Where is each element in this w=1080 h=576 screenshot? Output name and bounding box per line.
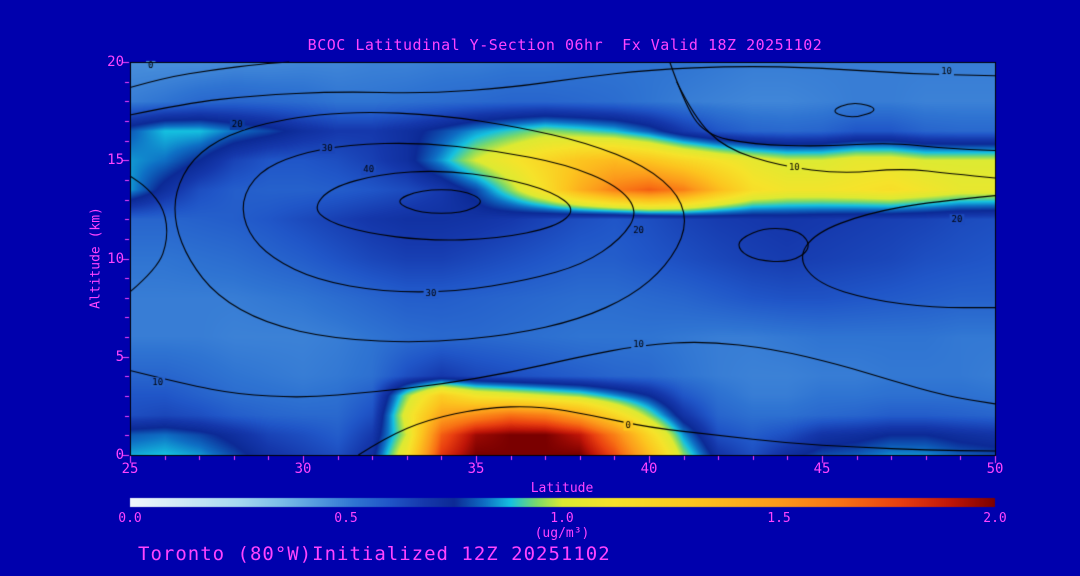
- plot-title: BCOC Latitudinal Y-Section 06hr Fx Valid…: [307, 36, 823, 54]
- x-tick-30: 30: [294, 461, 312, 477]
- colorbar-unit-label: (ug/m³): [534, 526, 590, 541]
- y-tick-10: 10: [107, 251, 124, 267]
- colorbar-tick-0.0: 0.0: [118, 511, 142, 526]
- colorbar-tick-2.0: 2.0: [983, 511, 1007, 526]
- x-tick-45: 45: [813, 461, 831, 477]
- y-tick-20: 20: [107, 54, 124, 70]
- x-tick-40: 40: [640, 461, 658, 477]
- x-axis-title: Latitude: [530, 481, 594, 496]
- y-tick-15: 15: [107, 152, 124, 168]
- colorbar-tick-1.5: 1.5: [767, 511, 791, 526]
- y-tick-0: 0: [115, 447, 124, 463]
- x-tick-50: 50: [986, 461, 1004, 477]
- colorbar-tick-1.0: 1.0: [550, 511, 574, 526]
- y-tick-5: 5: [115, 349, 124, 365]
- x-tick-25: 25: [121, 461, 139, 477]
- x-tick-35: 35: [467, 461, 485, 477]
- colorbar-tick-0.5: 0.5: [334, 511, 358, 526]
- footer-run-info: Toronto (80°W)Initialized 12Z 20251102: [138, 543, 611, 565]
